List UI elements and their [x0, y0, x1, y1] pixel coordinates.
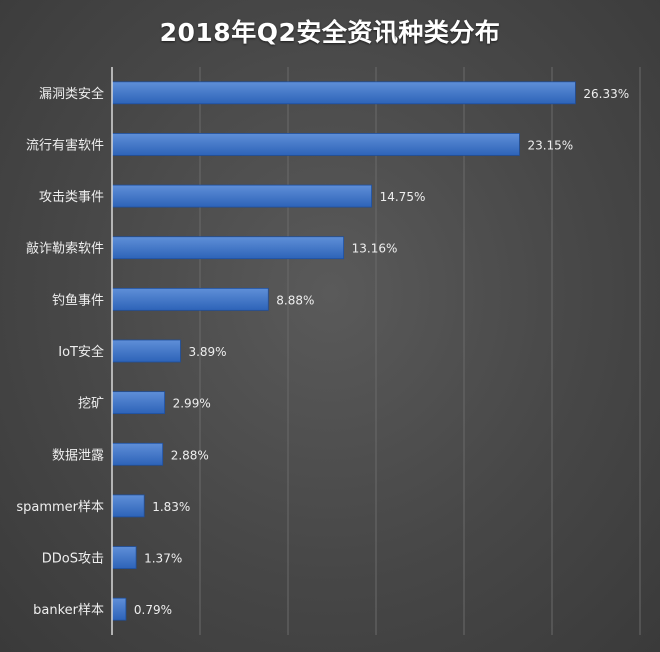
- bar: [111, 287, 269, 311]
- bar: [111, 442, 164, 466]
- category-label: 敲诈勒索软件: [26, 241, 104, 257]
- bar: [111, 339, 181, 363]
- category-label: 挖矿: [78, 397, 104, 412]
- bar: [111, 81, 576, 105]
- data-label: 13.16%: [352, 242, 398, 256]
- data-label: 3.89%: [188, 345, 226, 359]
- bar: [111, 236, 345, 260]
- category-label: banker样本: [33, 603, 104, 618]
- bar: [111, 133, 520, 156]
- data-label: 8.88%: [276, 293, 314, 307]
- category-label: IoT安全: [58, 344, 104, 360]
- data-label: 2.99%: [173, 397, 211, 411]
- category-label: 攻击类事件: [39, 190, 104, 205]
- bar: [111, 597, 127, 621]
- data-label: 26.33%: [583, 87, 629, 101]
- data-label: 14.75%: [380, 190, 426, 204]
- data-label: 2.88%: [171, 448, 209, 462]
- data-label: 0.79%: [134, 603, 172, 617]
- category-label: 流行有害软件: [26, 137, 104, 153]
- category-label: spammer样本: [16, 500, 104, 515]
- bar: [111, 391, 166, 415]
- chart-title: 2018年Q2安全资讯种类分布: [159, 18, 501, 47]
- bar: [111, 184, 373, 208]
- data-label: 1.37%: [144, 552, 182, 566]
- category-label: 数据泄露: [52, 448, 104, 463]
- data-label: 1.83%: [152, 500, 190, 514]
- category-label: DDoS攻击: [42, 552, 104, 567]
- data-label: 23.15%: [527, 138, 573, 152]
- category-label: 漏洞类安全: [39, 86, 104, 102]
- category-label: 钓鱼事件: [52, 292, 104, 308]
- bar: [111, 546, 137, 569]
- bar: [111, 494, 145, 518]
